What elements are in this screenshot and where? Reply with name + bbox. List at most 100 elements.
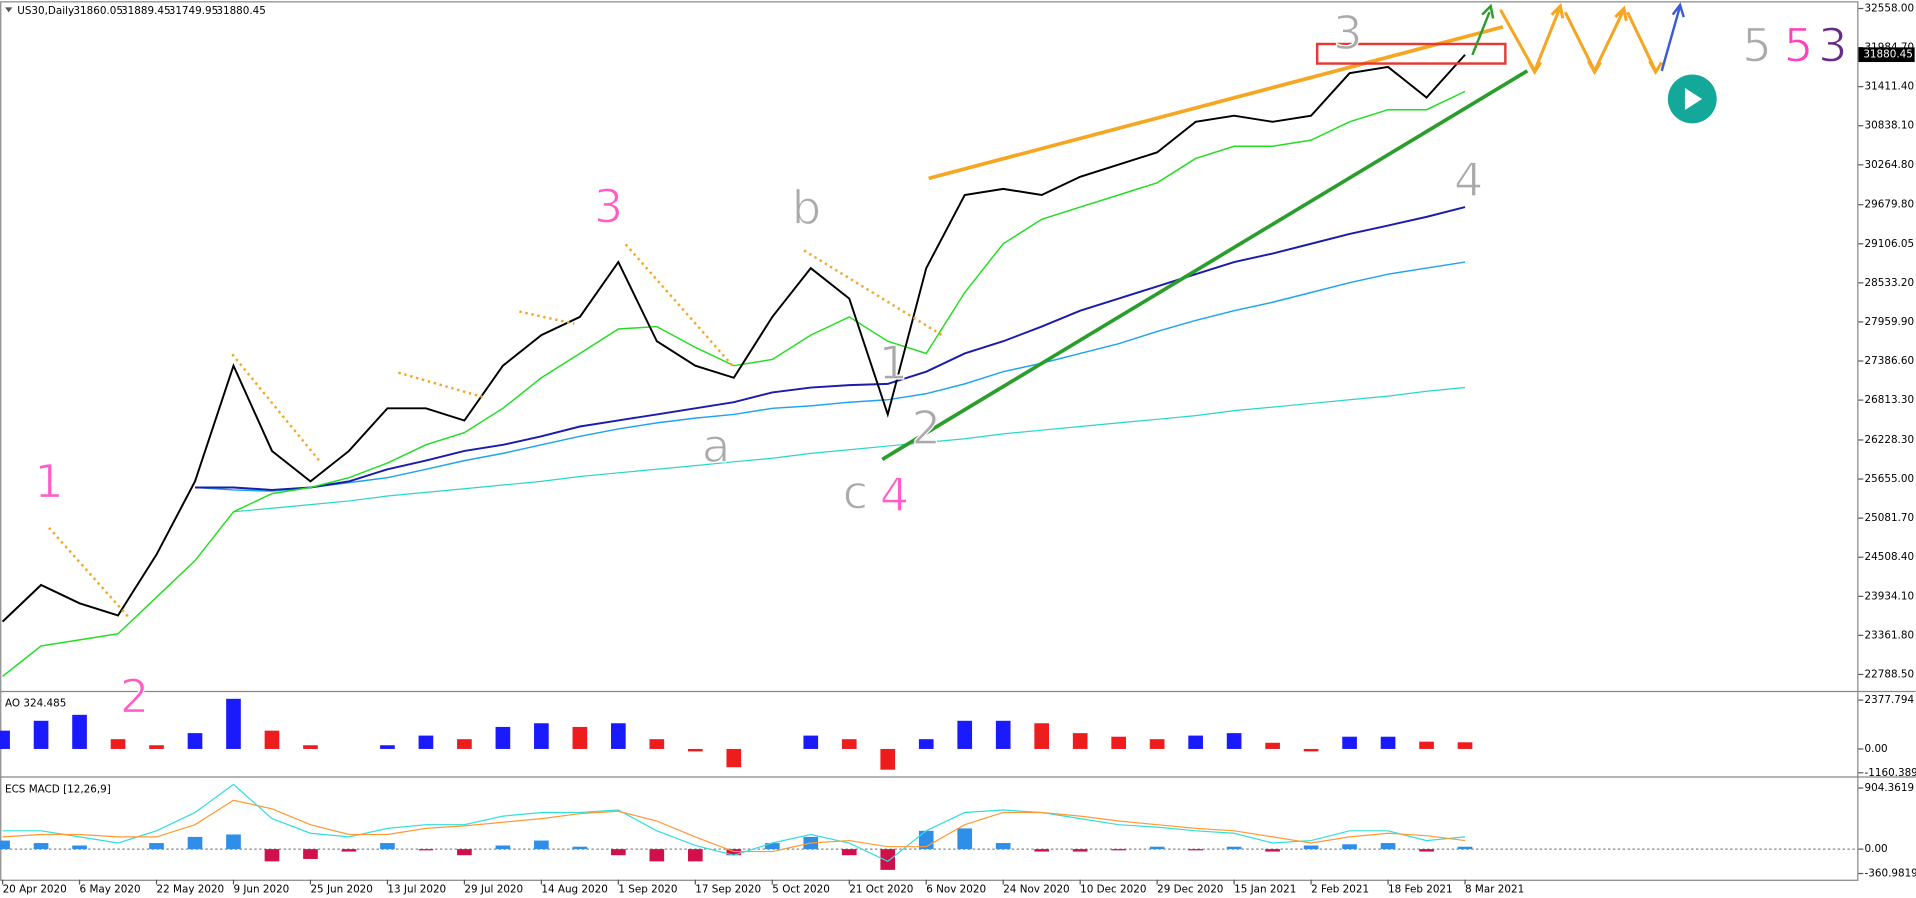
wave-label: 4 <box>1454 153 1484 207</box>
histogram-bar <box>995 720 1011 749</box>
resistance-trendline <box>928 25 1504 181</box>
drawings <box>48 2 1685 618</box>
y-tick-label: 30264.80 <box>1865 159 1915 171</box>
x-tick-label: 21 Oct 2020 <box>849 883 913 895</box>
ohlc-close: 31880.45 <box>216 5 266 17</box>
x-tick-label: 9 Jun 2020 <box>233 883 289 895</box>
series-line <box>2 90 1466 677</box>
histogram-bar <box>72 845 87 850</box>
histogram-bar <box>0 730 10 749</box>
histogram-bar <box>264 730 280 749</box>
x-tick-label: 24 Nov 2020 <box>1003 883 1069 895</box>
series-line <box>2 799 1466 853</box>
histogram-bar <box>187 733 203 749</box>
play-button[interactable] <box>1667 74 1717 124</box>
wave-labels: 1 2 3 b a c 4 1 2 3 4 5 5 3 <box>34 6 1849 725</box>
histogram-bar <box>1188 849 1203 851</box>
histogram-bar <box>1342 844 1357 850</box>
dotted-line <box>624 243 735 368</box>
x-tick-label: 8 Mar 2021 <box>1465 883 1524 895</box>
x-tick-label: 29 Jul 2020 <box>464 883 523 895</box>
y-tick-label: -360.9819 <box>1865 868 1916 880</box>
ohlc-low: 31749.95 <box>169 5 219 17</box>
histogram-bar <box>418 735 434 749</box>
x-tick-label: 25 Jun 2020 <box>310 883 372 895</box>
histogram-bar <box>1226 733 1242 749</box>
histogram-bar <box>611 723 626 749</box>
histogram-bar <box>726 748 742 768</box>
projection-arrow <box>1660 2 1685 72</box>
price-box <box>1858 47 1915 63</box>
histogram-bar <box>841 849 857 856</box>
histogram-bar <box>611 849 626 856</box>
play-icon[interactable] <box>1684 87 1703 110</box>
histogram-bar <box>534 723 549 749</box>
y-tick-label: 27386.60 <box>1865 355 1915 367</box>
wave-label: 2 <box>911 401 941 455</box>
wave-label: 5 <box>1742 18 1772 72</box>
plot-border <box>0 1 1859 881</box>
histogram-bar <box>841 739 857 749</box>
histogram-bar <box>687 849 703 862</box>
histogram-bar <box>72 714 87 749</box>
y-tick-label: 904.3619 <box>1865 782 1915 794</box>
histogram-bar <box>880 748 896 770</box>
dotted-line <box>398 371 484 399</box>
histogram-bar <box>418 849 434 851</box>
wave-label: 5 <box>1784 18 1814 72</box>
series-line <box>233 386 1466 513</box>
y-tick-label: 25655.00 <box>1865 473 1915 485</box>
histogram-bar <box>764 843 780 850</box>
y-tick-label: 29679.80 <box>1865 199 1915 211</box>
histogram-bar <box>1072 849 1088 852</box>
series-line <box>2 783 1466 863</box>
histogram-bar <box>1111 849 1126 851</box>
x-tick-label: 10 Dec 2020 <box>1080 883 1146 895</box>
y-tick-label: 28533.20 <box>1865 277 1915 289</box>
histogram-bar <box>1034 723 1050 749</box>
frame <box>0 1 1916 881</box>
y-tick-label: 22788.50 <box>1865 668 1915 680</box>
y-tick-label: 26228.30 <box>1865 434 1915 446</box>
support-trendline <box>881 69 1529 461</box>
histogram-bar <box>380 843 395 850</box>
histogram-bar <box>649 739 665 749</box>
histogram-bar <box>880 849 896 870</box>
ohlc-open: 31860.05 <box>73 5 123 17</box>
panel-title: ECS MACD [12,26,9] <box>5 783 111 795</box>
histogram-bar <box>1265 742 1280 749</box>
y-tick-label: 27959.90 <box>1865 316 1915 328</box>
histogram-bar <box>957 828 973 850</box>
wave-label: 3 <box>1818 18 1848 72</box>
histogram-bar <box>149 843 164 850</box>
y-tick-label: 25081.70 <box>1865 512 1915 524</box>
histogram-bar <box>1457 742 1473 749</box>
histogram-bar <box>1342 736 1357 749</box>
histogram-bar <box>1265 849 1280 852</box>
histogram-bar <box>572 726 588 749</box>
histogram-bar <box>226 698 241 749</box>
wave-label: 1 <box>878 336 908 390</box>
histogram-bar <box>1188 735 1203 749</box>
histogram-bar <box>110 739 126 749</box>
histogram-bar <box>918 739 934 749</box>
histogram-bar <box>957 720 973 749</box>
ohlc-high: 31889.45 <box>121 5 171 17</box>
y-tick-label: 32558.00 <box>1865 3 1915 15</box>
y-tick-label: 2377.794 <box>1865 694 1915 706</box>
series-line <box>194 261 1466 492</box>
header-icon <box>5 7 13 13</box>
histogram-bar <box>534 840 549 850</box>
dotted-line <box>231 353 322 463</box>
x-tick-label: 18 Feb 2021 <box>1388 883 1453 895</box>
y-tick-label: 23361.80 <box>1865 629 1915 641</box>
x-tick-label: 17 Sep 2020 <box>695 883 761 895</box>
x-tick-label: 20 Apr 2020 <box>3 883 67 895</box>
wave-label: 2 <box>120 670 150 724</box>
histogram-bar <box>1226 846 1242 850</box>
y-tick-label: 31411.40 <box>1865 81 1915 93</box>
histogram-bar <box>803 735 819 749</box>
wave-label: 3 <box>1333 6 1363 60</box>
series-line <box>1 54 1466 623</box>
